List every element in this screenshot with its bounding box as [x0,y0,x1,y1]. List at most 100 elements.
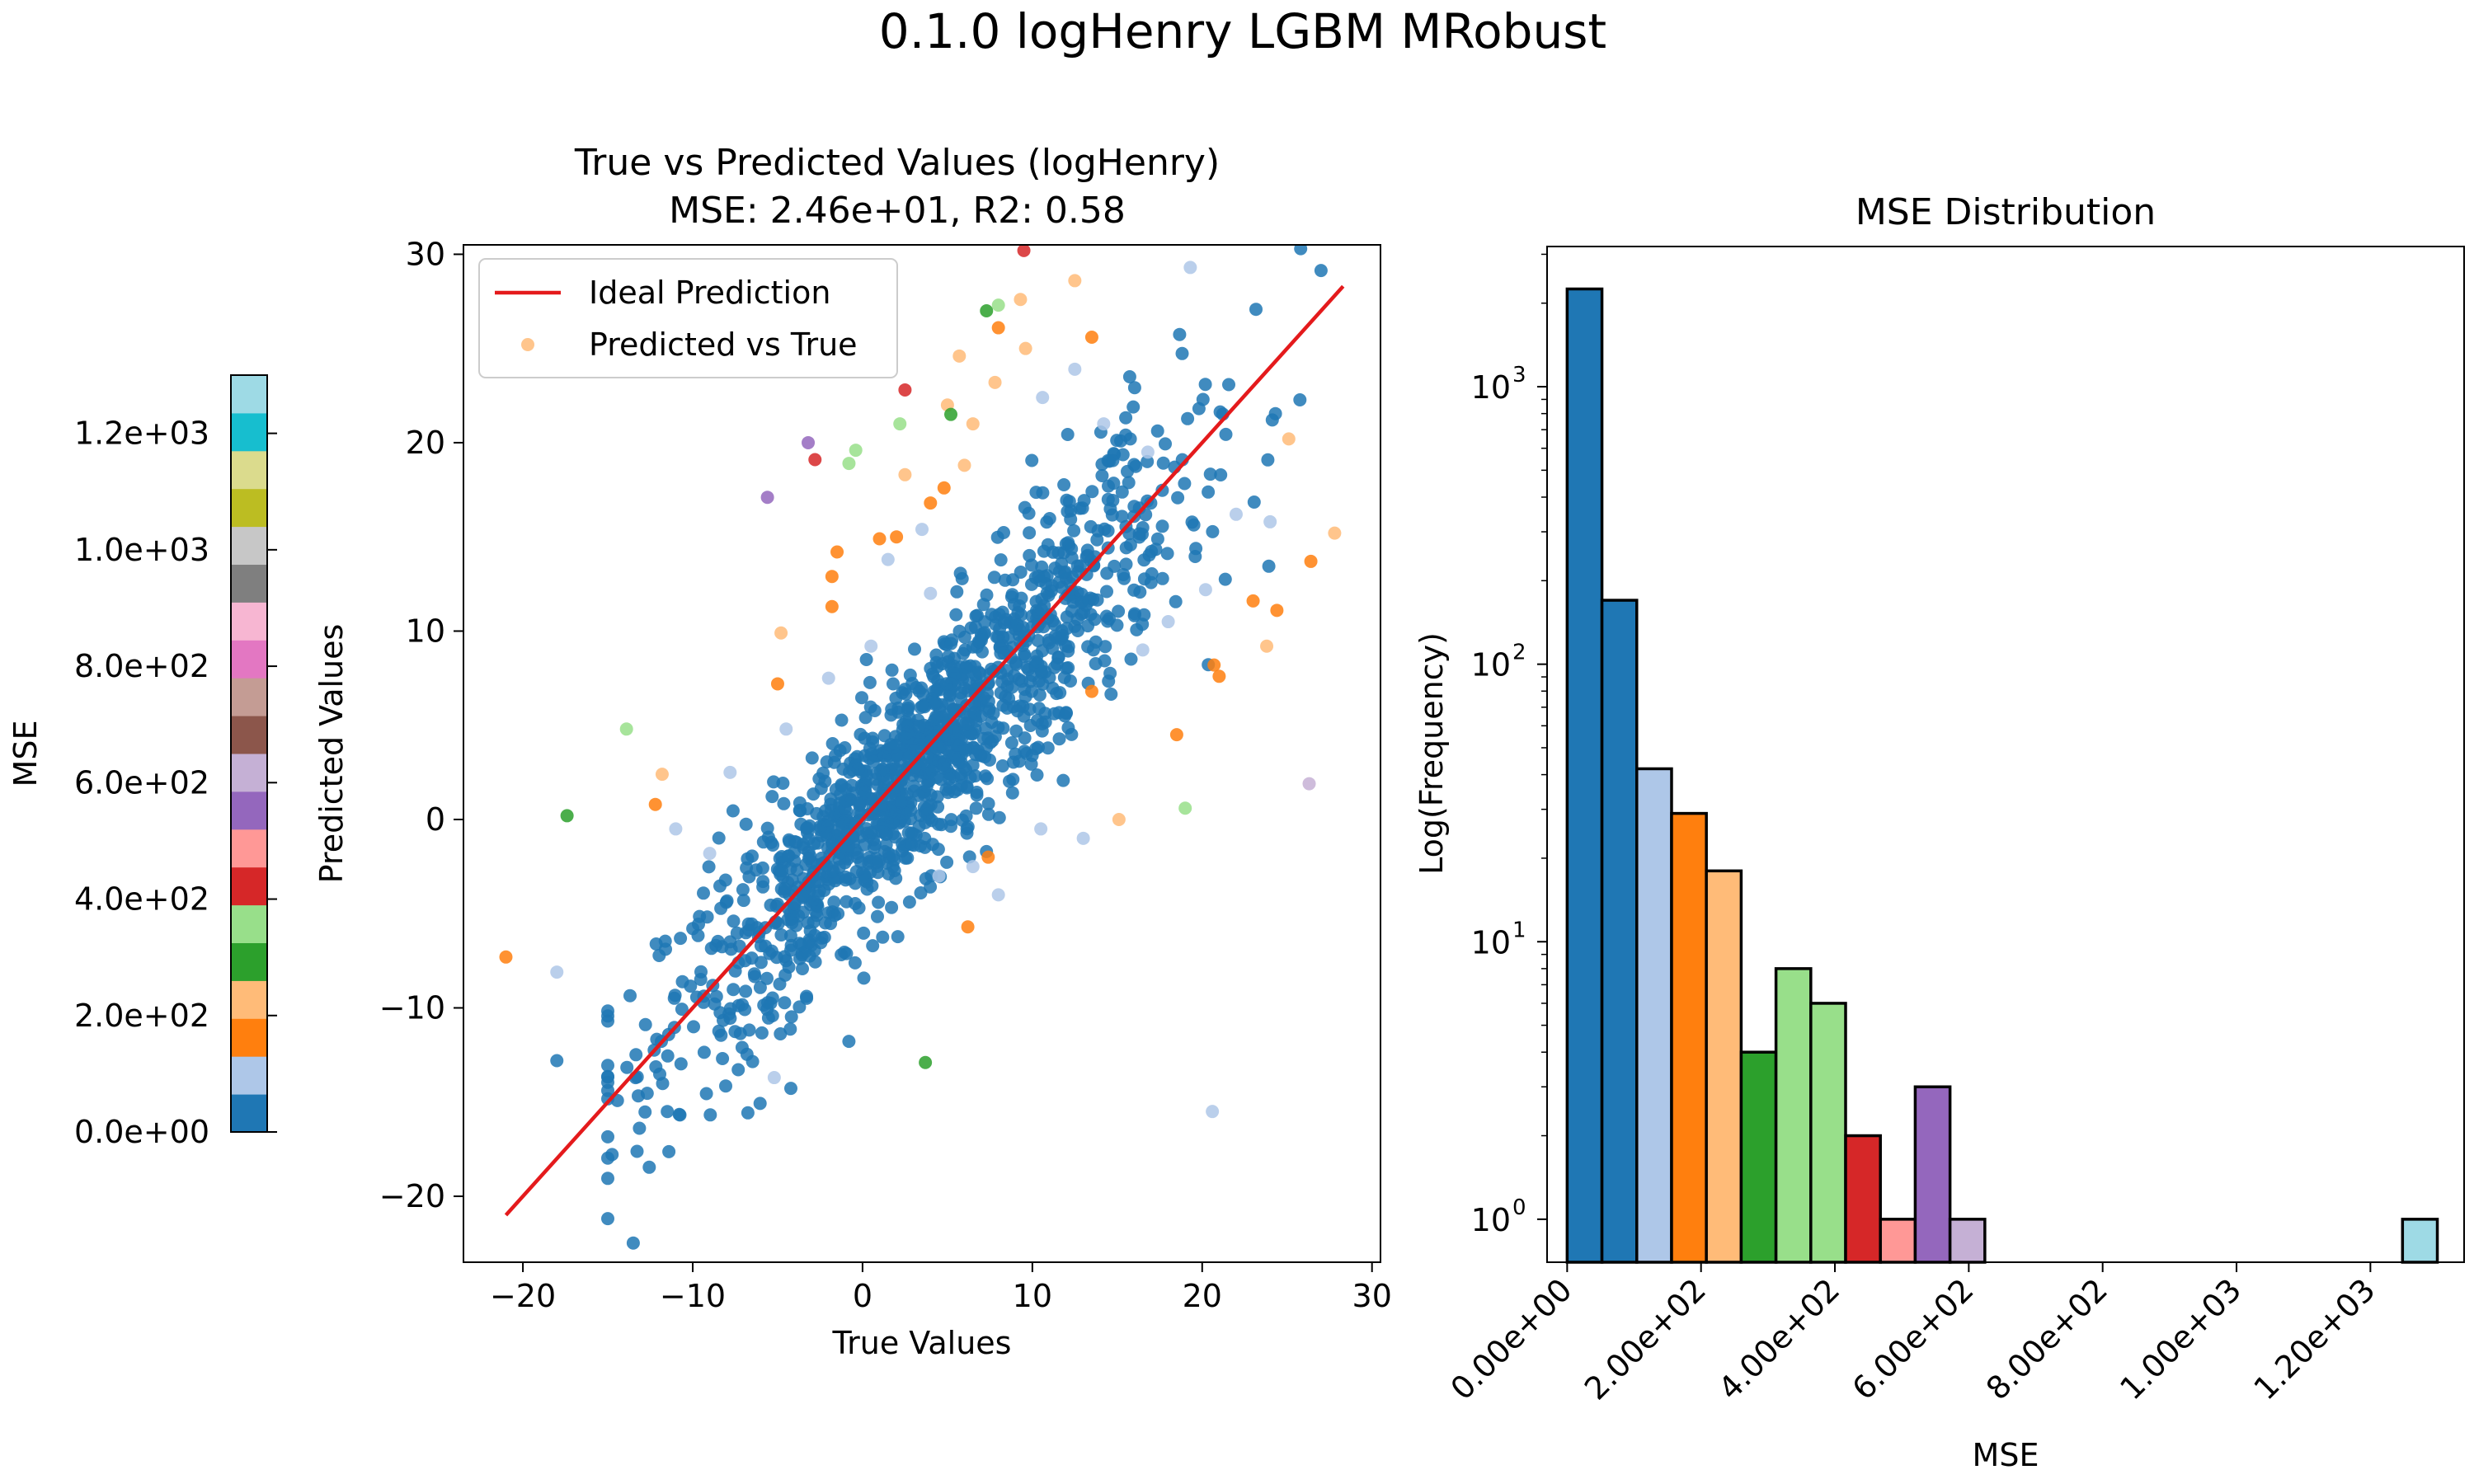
scatter-point [1038,707,1052,721]
legend-frame [478,258,898,378]
scatter-point [830,545,844,559]
scatter-point [827,895,841,909]
scatter-point [1060,610,1074,624]
scatter-y-tick-label: 0 [426,801,445,838]
scatter-point [957,458,971,472]
scatter-point [1328,526,1342,540]
scatter-point [1206,524,1220,538]
histogram-x-label: MSE [1973,1437,2039,1473]
scatter-x-tick-label: −10 [660,1278,726,1314]
scatter-point [703,847,717,861]
scatter-point [1304,554,1318,568]
scatter-point [1115,510,1129,524]
scatter-point [991,321,1005,335]
scatter-point [723,1012,737,1026]
scatter-point [953,566,967,580]
scatter-point [1203,467,1217,481]
scatter-point [619,722,633,736]
scatter-point [753,1097,767,1111]
scatter-point [1084,608,1098,622]
histogram-bars [1565,287,2439,1264]
scatter-point [1129,459,1143,473]
scatter-point [702,860,716,874]
scatter-point [842,457,856,471]
scatter-point [877,816,891,830]
scatter-point [1122,476,1136,490]
scatter-point [1302,777,1316,791]
scatter-point [831,907,845,921]
scatter-point [1108,559,1122,573]
scatter-point [1198,378,1212,392]
scatter-point [800,989,813,1003]
scatter-point [1110,618,1124,632]
scatter-point [1126,400,1141,414]
scatter-point [675,974,689,989]
scatter-point [898,467,912,481]
scatter-point [1127,500,1141,514]
scatter-point [825,737,840,750]
scatter-point [793,937,807,951]
scatter-point [1013,699,1027,713]
scatter-point [808,875,822,889]
scatter-point [709,989,723,1003]
colorbar-cell [231,791,267,830]
ideal-prediction-line [504,284,1345,1217]
scatter-point [1218,572,1232,586]
scatter-point [784,1010,798,1024]
scatter-point [1041,741,1055,755]
scatter-point [713,879,727,893]
scatter-point [857,926,871,940]
scatter-point [1032,569,1046,583]
histogram-x-tick-label: 1.20e+03 [2247,1271,2382,1407]
scatter-point [876,763,890,777]
scatter-point [1022,506,1036,520]
scatter-point [1293,393,1307,406]
scatter-point [967,706,981,720]
scatter-point [1047,707,1061,721]
scatter-point [939,709,953,723]
scatter-point [712,831,726,845]
scatter-point [937,481,951,495]
scatter-point [1023,526,1037,540]
colorbar-cell [231,1094,267,1133]
scatter-point [659,942,672,956]
scatter-point [674,1057,688,1071]
scatter-point [1214,468,1228,481]
scatter-point [731,1063,745,1077]
scatter-point [797,905,810,919]
scatter-point [1155,483,1169,497]
scatter-point [691,928,705,942]
scatter-point [713,1006,727,1020]
scatter-point [929,710,943,724]
scatter-point [945,633,959,647]
scatter-x-tick-label: 0 [853,1278,872,1314]
scatter-point [745,951,759,965]
scatter-point [700,910,714,924]
histogram-bar [1844,1134,1882,1264]
histogram-axes-frame [1546,246,2465,1263]
scatter-point [1068,274,1082,288]
scatter-point [930,742,944,756]
colorbar-cell [231,488,267,528]
scatter-point [1100,585,1113,599]
scatter-point [1136,643,1150,657]
scatter-point [1178,801,1192,815]
scatter-point [630,1144,644,1158]
scatter-point [1048,618,1061,632]
scatter-point [1095,458,1109,472]
scatter-point [959,716,973,730]
scatter-point [1124,652,1138,666]
scatter-point [866,731,880,745]
scatter-point [952,349,967,363]
scatter-point [1090,533,1104,547]
scatter-point [1102,674,1116,688]
scatter-point [560,809,574,823]
scatter-x-tick-label: 10 [1013,1278,1052,1314]
colorbar-cell [231,754,267,792]
histogram-title: MSE Distribution [1856,191,2156,233]
scatter-point [1160,547,1174,561]
scatter-point [623,989,637,1003]
scatter-point [924,661,938,675]
scatter-point [877,749,891,763]
